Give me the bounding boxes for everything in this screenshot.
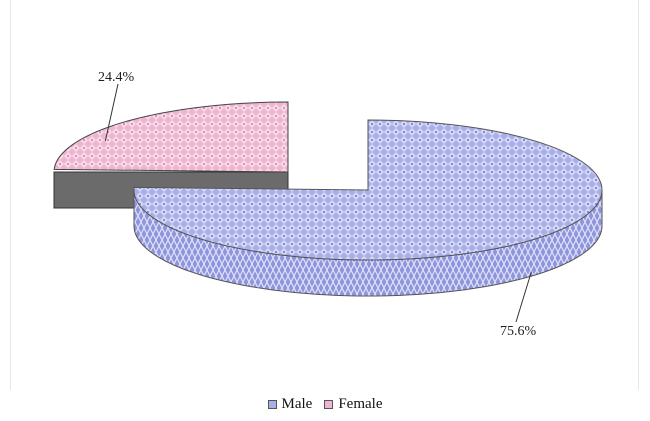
legend-swatch-female bbox=[324, 400, 334, 409]
data-label-male: 75.6% bbox=[500, 324, 537, 339]
pie-slice-male bbox=[133, 119, 603, 261]
legend-swatch-male bbox=[267, 400, 277, 409]
legend-label-female: Female bbox=[338, 396, 383, 412]
leader-line-male bbox=[515, 271, 532, 323]
leader-line-female bbox=[104, 83, 119, 142]
legend-label-male: Male bbox=[281, 396, 313, 412]
pie-slice-female bbox=[53, 101, 289, 173]
legend: Male Female bbox=[0, 396, 650, 413]
data-label-female: 24.4% bbox=[98, 70, 135, 85]
legend-item-female[interactable]: Female bbox=[324, 396, 382, 413]
legend-item-male[interactable]: Male bbox=[267, 396, 313, 413]
plot-frame-left bbox=[10, 0, 11, 390]
plot-frame-right bbox=[638, 0, 639, 390]
